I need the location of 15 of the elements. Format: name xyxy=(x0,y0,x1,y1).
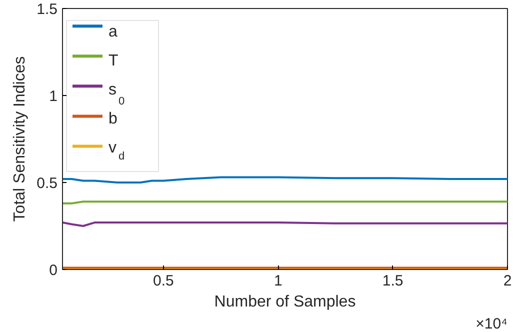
x-tick-label: 1 xyxy=(274,272,282,290)
y-tick-label: 1 xyxy=(49,88,58,105)
legend-label: a xyxy=(108,24,118,40)
x-axis-title: Number of Samples xyxy=(214,294,356,310)
legend-label: b xyxy=(108,110,118,128)
x-tick-label: 0.5 xyxy=(153,272,174,290)
y-tick-label: 1.5 xyxy=(36,1,58,18)
legend-label: s0 xyxy=(108,82,125,108)
y-axis-title: Total Sensitivity Indices xyxy=(12,56,29,222)
legend-label: T xyxy=(108,52,118,70)
text: ×10⁴ xyxy=(476,316,508,332)
y-tick-label: 0 xyxy=(49,262,58,279)
y-tick-label: 0.5 xyxy=(36,175,58,192)
x-tick-label: 2 xyxy=(503,272,512,290)
x-tick-label: 1.5 xyxy=(382,272,404,290)
